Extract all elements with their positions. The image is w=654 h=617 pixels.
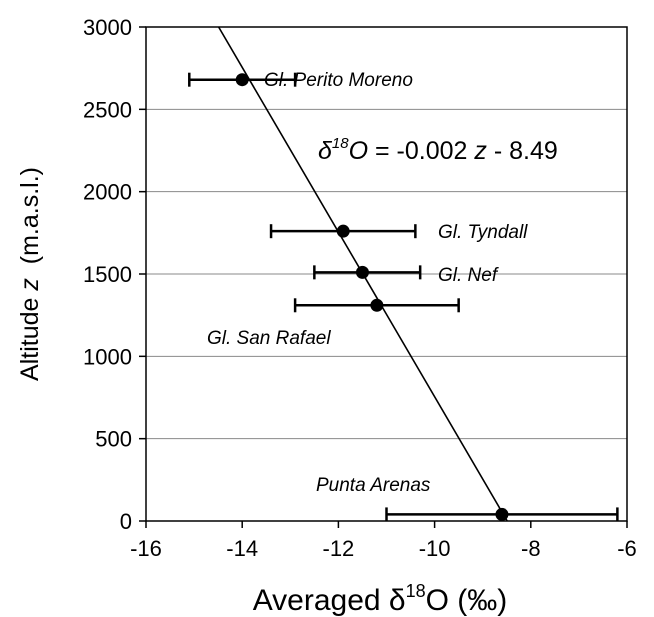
data-point-0 (188, 72, 297, 87)
point-label-0: Gl. Perito Moreno (264, 70, 413, 91)
tick-label-x--14: -14 (226, 536, 258, 561)
point-label-4: Punta Arenas (316, 475, 431, 496)
point-label-3: Gl. San Rafael (207, 328, 331, 349)
data-point-4 (385, 507, 619, 522)
marker-1 (336, 224, 350, 238)
x-title-sup: 18 (406, 581, 426, 601)
tick-label-y-3000: 3000 (83, 15, 132, 40)
point-labels: Gl. Perito Moreno Gl. Tyndall Gl. Nef Gl. S… (203, 70, 528, 497)
data-point-1 (269, 224, 417, 239)
data-points (188, 72, 619, 522)
data-point-3 (293, 298, 460, 313)
tick-labels: 0 500 1000 1500 2000 2500 3000 -16 -14 -12 -10 -8 -6 (83, 15, 637, 561)
tick-label-y-2000: 2000 (83, 180, 132, 205)
y-title-prefix: Altitude (16, 291, 44, 381)
y-title-suffix: (m.a.s.l.) (16, 167, 44, 278)
eq-delta: δ (318, 137, 333, 165)
tick-label-y-0: 0 (120, 509, 132, 534)
point-label-1: Gl. Tyndall (438, 222, 528, 243)
marker-2 (355, 265, 369, 279)
tick-label-x--16: -16 (130, 536, 162, 561)
tick-label-y-2500: 2500 (83, 97, 132, 122)
eq-o: O (349, 137, 368, 165)
tick-label-x--12: -12 (323, 536, 355, 561)
axis-ticks (139, 26, 628, 528)
y-axis-title: Altitude z (m.a.s.l.) (16, 167, 44, 381)
data-point-2 (313, 265, 422, 280)
eq-suffix: - 8.49 (487, 137, 558, 165)
grid-lines (146, 108, 627, 440)
label-bg-4 (312, 473, 444, 497)
label-bg-3 (203, 326, 356, 350)
marker-0 (235, 73, 249, 87)
tick-label-x--6: -6 (617, 536, 637, 561)
fit-equation: δ18O = -0.002 z - 8.49 (318, 135, 558, 165)
point-label-2: Gl. Nef (438, 265, 499, 286)
x-axis-title: Averaged δ18O (‰) (253, 581, 508, 617)
tick-label-y-1500: 1500 (83, 262, 132, 287)
tick-label-y-1000: 1000 (83, 344, 132, 369)
tick-label-y-500: 500 (95, 427, 132, 452)
x-title-suffix: O (‰) (426, 584, 508, 617)
tick-label-x--10: -10 (419, 536, 451, 561)
eq-middle: = -0.002 (368, 137, 474, 165)
eq-sup: 18 (332, 135, 349, 152)
y-title-var: z (16, 278, 44, 292)
x-title-prefix: Averaged δ (253, 584, 406, 617)
marker-3 (370, 298, 384, 312)
marker-4 (495, 507, 509, 521)
tick-label-x--8: -8 (521, 536, 541, 561)
eq-z: z (473, 137, 487, 165)
